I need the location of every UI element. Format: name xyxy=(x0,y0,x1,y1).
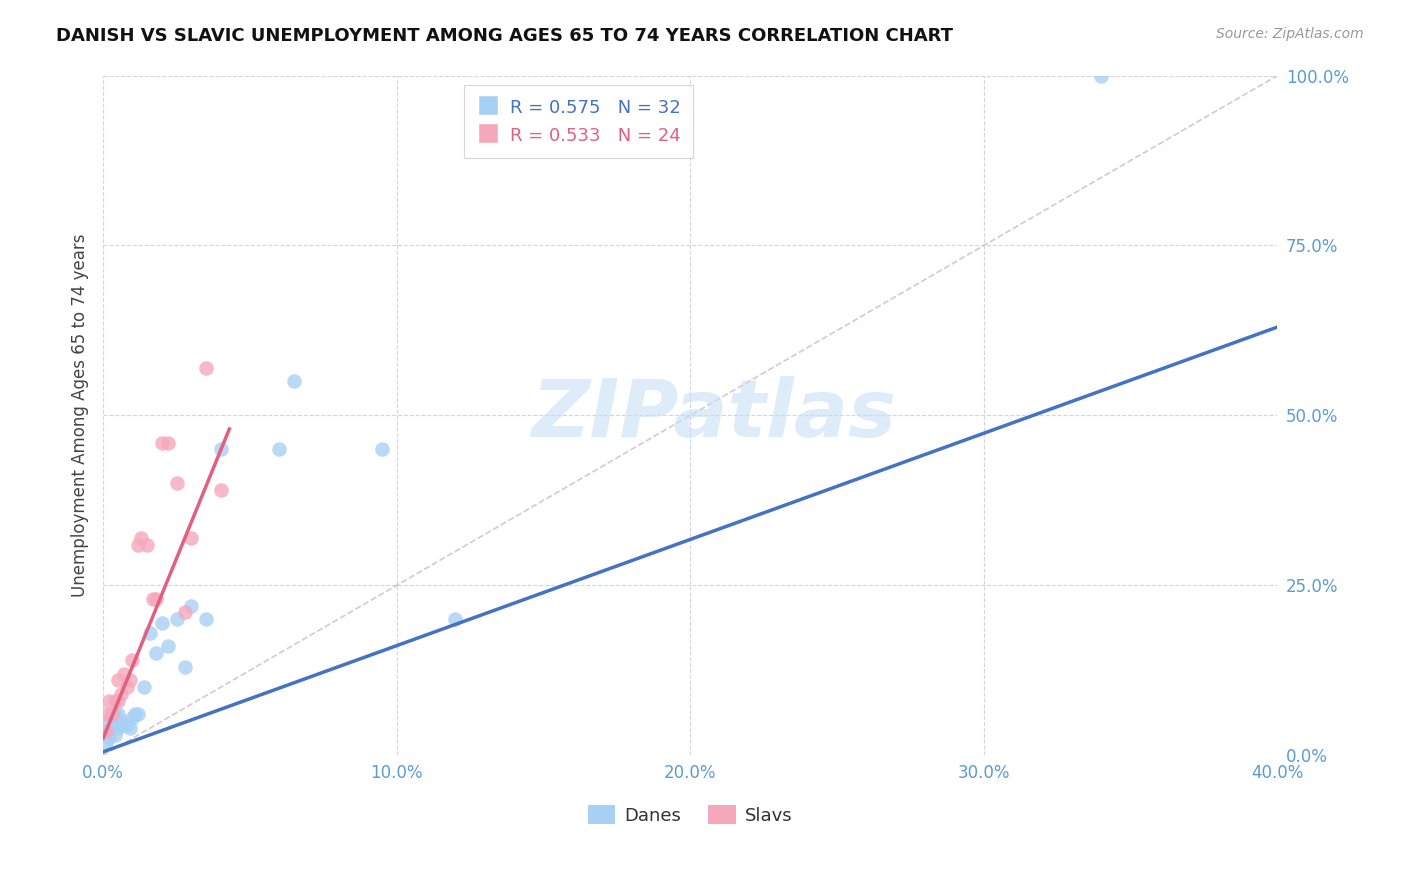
Point xyxy=(209,442,232,457)
Point xyxy=(101,721,124,735)
Point xyxy=(124,707,146,722)
Point xyxy=(104,707,127,722)
Y-axis label: Unemployment Among Ages 65 to 74 years: Unemployment Among Ages 65 to 74 years xyxy=(72,234,89,597)
Point xyxy=(180,531,202,545)
Point xyxy=(98,731,121,746)
Point xyxy=(142,591,165,606)
Point xyxy=(139,626,162,640)
Point xyxy=(174,606,197,620)
Point xyxy=(94,707,117,722)
Point xyxy=(136,537,159,551)
Point xyxy=(145,646,167,660)
Point xyxy=(371,442,394,457)
Point xyxy=(145,591,167,606)
Point xyxy=(134,680,156,694)
Point xyxy=(127,537,149,551)
Legend: Danes, Slavs: Danes, Slavs xyxy=(581,798,800,832)
Point xyxy=(194,360,217,375)
Point xyxy=(118,721,141,735)
Point xyxy=(194,612,217,626)
Point xyxy=(112,717,135,731)
Point xyxy=(110,714,132,729)
Point xyxy=(118,673,141,688)
Point xyxy=(107,694,129,708)
Point xyxy=(1090,69,1112,83)
Point xyxy=(94,724,117,739)
Point xyxy=(174,660,197,674)
Text: DANISH VS SLAVIC UNEMPLOYMENT AMONG AGES 65 TO 74 YEARS CORRELATION CHART: DANISH VS SLAVIC UNEMPLOYMENT AMONG AGES… xyxy=(56,27,953,45)
Point xyxy=(121,711,143,725)
Point xyxy=(101,711,124,725)
Point xyxy=(115,680,138,694)
Point xyxy=(104,694,127,708)
Point xyxy=(209,483,232,497)
Point xyxy=(156,435,179,450)
Point xyxy=(121,653,143,667)
Point xyxy=(127,707,149,722)
Point xyxy=(107,707,129,722)
Text: Source: ZipAtlas.com: Source: ZipAtlas.com xyxy=(1216,27,1364,41)
Point xyxy=(166,612,188,626)
Point xyxy=(150,435,173,450)
Point xyxy=(110,687,132,701)
Point xyxy=(107,673,129,688)
Point xyxy=(156,640,179,654)
Point xyxy=(98,714,121,729)
Point xyxy=(166,476,188,491)
Text: ZIPatlas: ZIPatlas xyxy=(531,376,896,454)
Point xyxy=(112,666,135,681)
Point xyxy=(129,531,152,545)
Point xyxy=(94,734,117,748)
Point xyxy=(107,721,129,735)
Point xyxy=(180,599,202,613)
Point xyxy=(115,717,138,731)
Point xyxy=(104,728,127,742)
Point xyxy=(283,375,305,389)
Point xyxy=(444,612,467,626)
Point xyxy=(269,442,291,457)
Point xyxy=(98,694,121,708)
Point xyxy=(101,707,124,722)
Point xyxy=(94,724,117,739)
Point xyxy=(150,615,173,630)
